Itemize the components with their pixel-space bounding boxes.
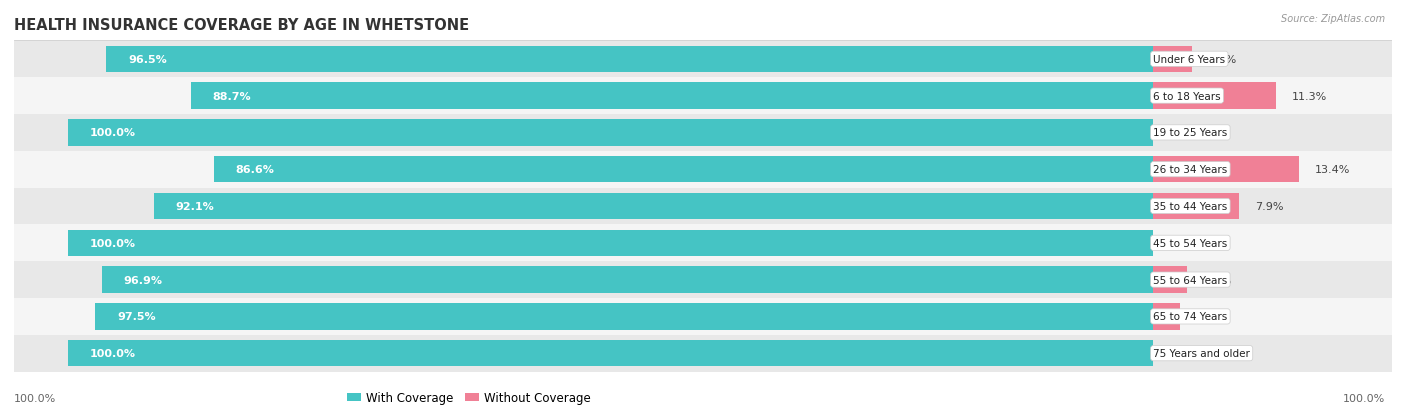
Text: 75 Years and older: 75 Years and older — [1153, 348, 1250, 358]
Bar — [107, 46, 1153, 73]
Text: 0.0%: 0.0% — [1170, 348, 1198, 358]
Bar — [14, 261, 1392, 298]
Text: HEALTH INSURANCE COVERAGE BY AGE IN WHETSTONE: HEALTH INSURANCE COVERAGE BY AGE IN WHET… — [14, 18, 470, 33]
Bar — [14, 225, 1392, 261]
Bar — [14, 188, 1392, 225]
Text: 26 to 34 Years: 26 to 34 Years — [1153, 165, 1227, 175]
Text: 35 to 44 Years: 35 to 44 Years — [1153, 202, 1227, 211]
Text: Source: ZipAtlas.com: Source: ZipAtlas.com — [1281, 14, 1385, 24]
Bar — [1153, 267, 1187, 293]
Bar — [214, 157, 1153, 183]
Bar — [155, 193, 1153, 220]
Bar — [191, 83, 1153, 109]
Text: 0.0%: 0.0% — [1170, 128, 1198, 138]
Bar — [1153, 46, 1192, 73]
Text: 55 to 64 Years: 55 to 64 Years — [1153, 275, 1227, 285]
Bar — [14, 335, 1392, 372]
Text: 86.6%: 86.6% — [235, 165, 274, 175]
Bar — [14, 152, 1392, 188]
Text: 11.3%: 11.3% — [1292, 91, 1327, 101]
Bar — [103, 267, 1153, 293]
Bar — [1153, 83, 1275, 109]
Text: 0.0%: 0.0% — [1170, 238, 1198, 248]
Text: 6 to 18 Years: 6 to 18 Years — [1153, 91, 1220, 101]
Bar — [14, 115, 1392, 152]
Bar — [69, 340, 1153, 367]
Text: 65 to 74 Years: 65 to 74 Years — [1153, 312, 1227, 322]
Text: 100.0%: 100.0% — [90, 348, 136, 358]
Text: 100.0%: 100.0% — [90, 238, 136, 248]
Text: 88.7%: 88.7% — [212, 91, 252, 101]
Text: 96.5%: 96.5% — [128, 55, 167, 65]
Bar — [1153, 193, 1239, 220]
Text: 100.0%: 100.0% — [14, 393, 56, 403]
Bar — [96, 304, 1153, 330]
Text: 45 to 54 Years: 45 to 54 Years — [1153, 238, 1227, 248]
Text: 100.0%: 100.0% — [1343, 393, 1385, 403]
Bar — [69, 120, 1153, 146]
Text: 97.5%: 97.5% — [117, 312, 156, 322]
Text: 19 to 25 Years: 19 to 25 Years — [1153, 128, 1227, 138]
Bar — [1153, 304, 1181, 330]
Legend: With Coverage, Without Coverage: With Coverage, Without Coverage — [342, 387, 595, 409]
Bar — [14, 298, 1392, 335]
Text: 92.1%: 92.1% — [176, 202, 215, 211]
Text: 13.4%: 13.4% — [1315, 165, 1350, 175]
Text: 96.9%: 96.9% — [124, 275, 163, 285]
Text: 3.6%: 3.6% — [1209, 55, 1237, 65]
Text: 2.5%: 2.5% — [1197, 312, 1225, 322]
Bar — [14, 78, 1392, 115]
Bar — [69, 230, 1153, 256]
Bar — [14, 41, 1392, 78]
Text: Under 6 Years: Under 6 Years — [1153, 55, 1226, 65]
Text: 7.9%: 7.9% — [1256, 202, 1284, 211]
Bar — [1153, 157, 1299, 183]
Text: 100.0%: 100.0% — [90, 128, 136, 138]
Text: 3.1%: 3.1% — [1204, 275, 1232, 285]
